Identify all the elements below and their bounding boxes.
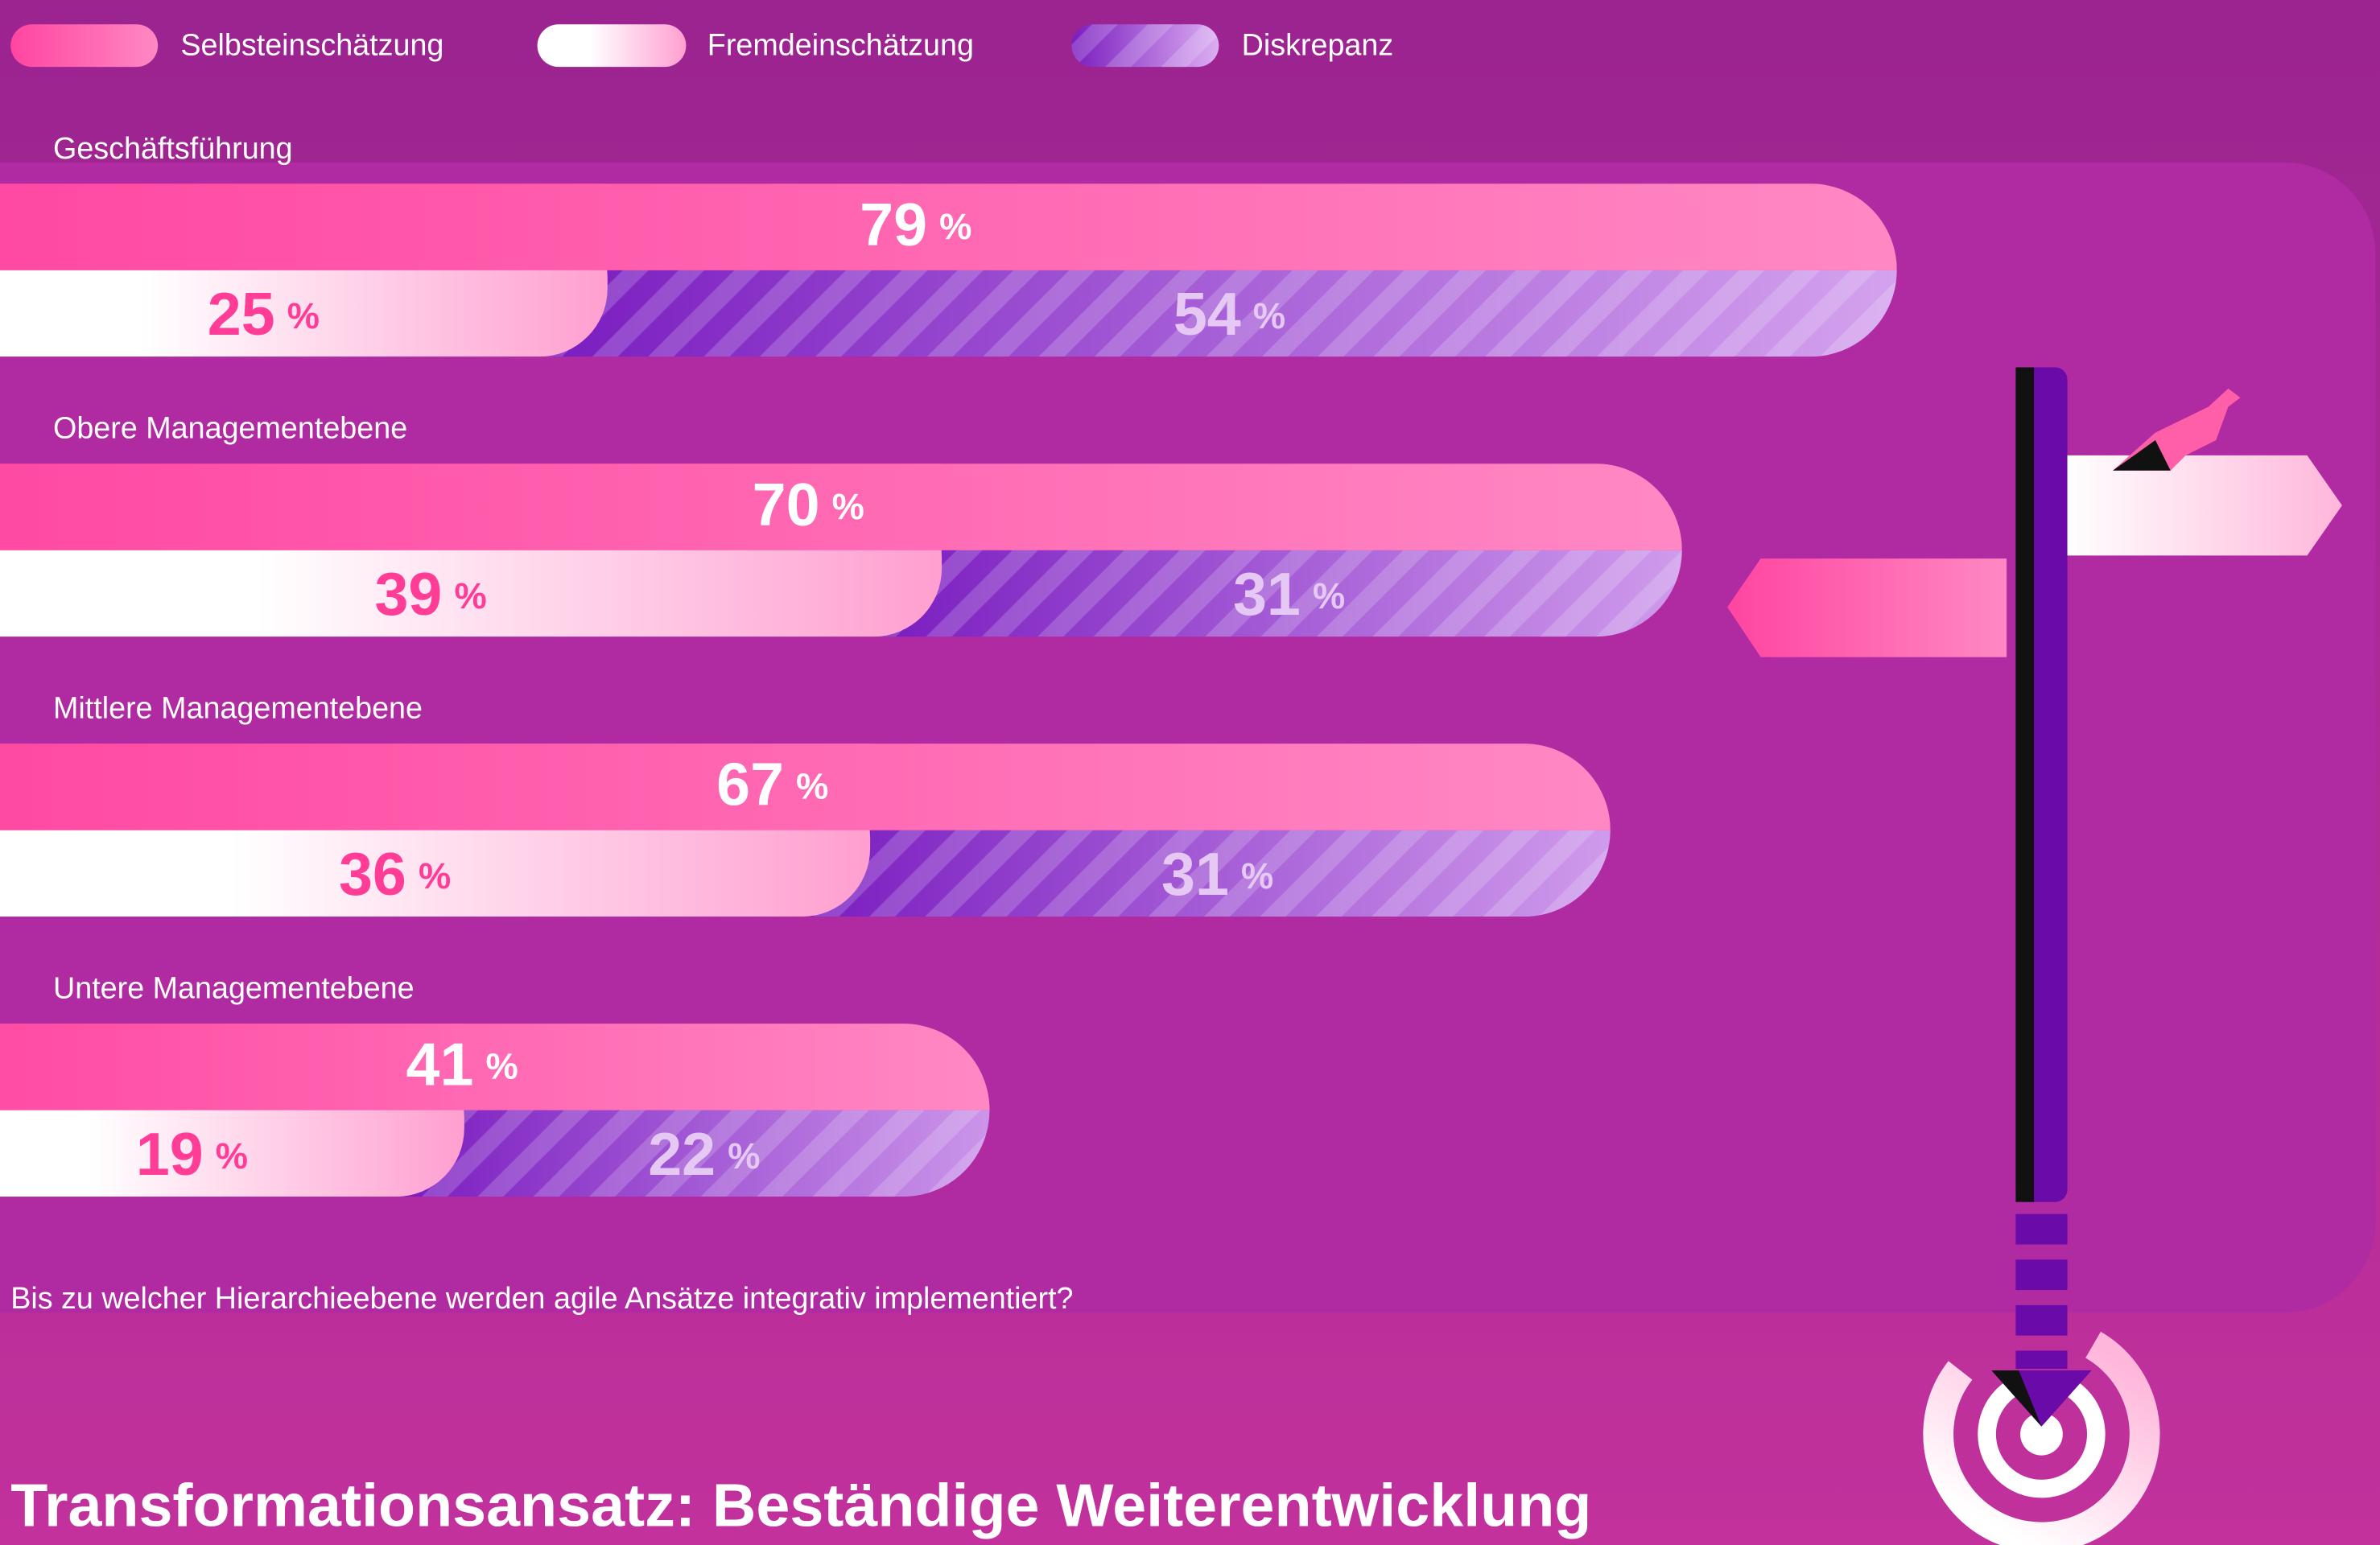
category-label: Obere Managementebene <box>53 411 407 445</box>
legend-swatch <box>537 24 687 68</box>
data-label-unit: % <box>832 486 864 527</box>
bar-group <box>0 744 1611 917</box>
bar-cover <box>0 183 1897 270</box>
data-label: 36% <box>339 840 451 908</box>
bar-cover <box>0 464 1682 550</box>
data-label-value: 19 <box>136 1120 204 1188</box>
data-label-unit: % <box>796 766 828 807</box>
data-label-unit: % <box>216 1135 248 1176</box>
data-label-value: 22 <box>648 1120 716 1188</box>
bar-stripes <box>881 550 1682 637</box>
data-label: 79% <box>860 191 971 258</box>
data-label-value: 54 <box>1174 280 1241 348</box>
data-label: 25% <box>208 280 320 348</box>
data-label: 67% <box>716 751 828 818</box>
data-label-unit: % <box>728 1135 760 1176</box>
data-label-value: 79 <box>860 191 927 258</box>
bar-stripes <box>403 1110 990 1197</box>
data-label: 41% <box>406 1031 518 1098</box>
category-label: Geschäftsführung <box>53 131 293 165</box>
data-label-value: 70 <box>753 471 820 538</box>
bar-group <box>0 1024 990 1197</box>
data-label-value: 39 <box>374 560 442 628</box>
data-label: 54% <box>1174 280 1285 348</box>
category-label: Mittlere Managementebene <box>53 691 423 725</box>
data-label: 22% <box>648 1120 760 1188</box>
bar-group <box>0 183 1897 357</box>
data-label: 70% <box>753 471 864 538</box>
data-label-value: 25 <box>208 280 275 348</box>
bar-cover <box>0 1024 990 1110</box>
bar-stripes <box>809 830 1611 917</box>
data-label: 31% <box>1161 840 1273 908</box>
bar-cover <box>0 744 1611 830</box>
data-label-unit: % <box>419 855 451 896</box>
chart-title: Transformationsansatz: Beständige Weiter… <box>10 1471 1591 1539</box>
decoration <box>1727 367 2342 1545</box>
data-label-unit: % <box>454 575 486 616</box>
data-label-unit: % <box>287 295 320 336</box>
data-label: 19% <box>136 1120 248 1188</box>
data-label-value: 67 <box>716 751 784 818</box>
data-label-value: 31 <box>1161 840 1229 908</box>
data-label-value: 31 <box>1233 560 1301 628</box>
data-label: 39% <box>374 560 486 628</box>
legend-label: Selbsteinschätzung <box>180 28 443 62</box>
subtitle: Bis zu welcher Hierarchieebene werden ag… <box>10 1281 1073 1315</box>
data-label-value: 36 <box>339 840 406 908</box>
data-label-unit: % <box>1313 575 1345 616</box>
data-label-unit: % <box>486 1046 518 1087</box>
legend-swatch <box>1071 24 1219 68</box>
legend-label: Fremdeinschätzung <box>707 28 974 62</box>
legend-label: Diskrepanz <box>1242 28 1394 62</box>
data-label-unit: % <box>939 206 971 247</box>
data-label-unit: % <box>1253 295 1285 336</box>
data-label-value: 41 <box>406 1031 474 1098</box>
category-label: Untere Managementebene <box>53 971 415 1005</box>
legend-swatch <box>10 24 159 68</box>
bar-stripes <box>547 270 1897 357</box>
data-label: 31% <box>1233 560 1345 628</box>
bar-group <box>0 464 1682 637</box>
data-label-unit: % <box>1241 855 1273 896</box>
